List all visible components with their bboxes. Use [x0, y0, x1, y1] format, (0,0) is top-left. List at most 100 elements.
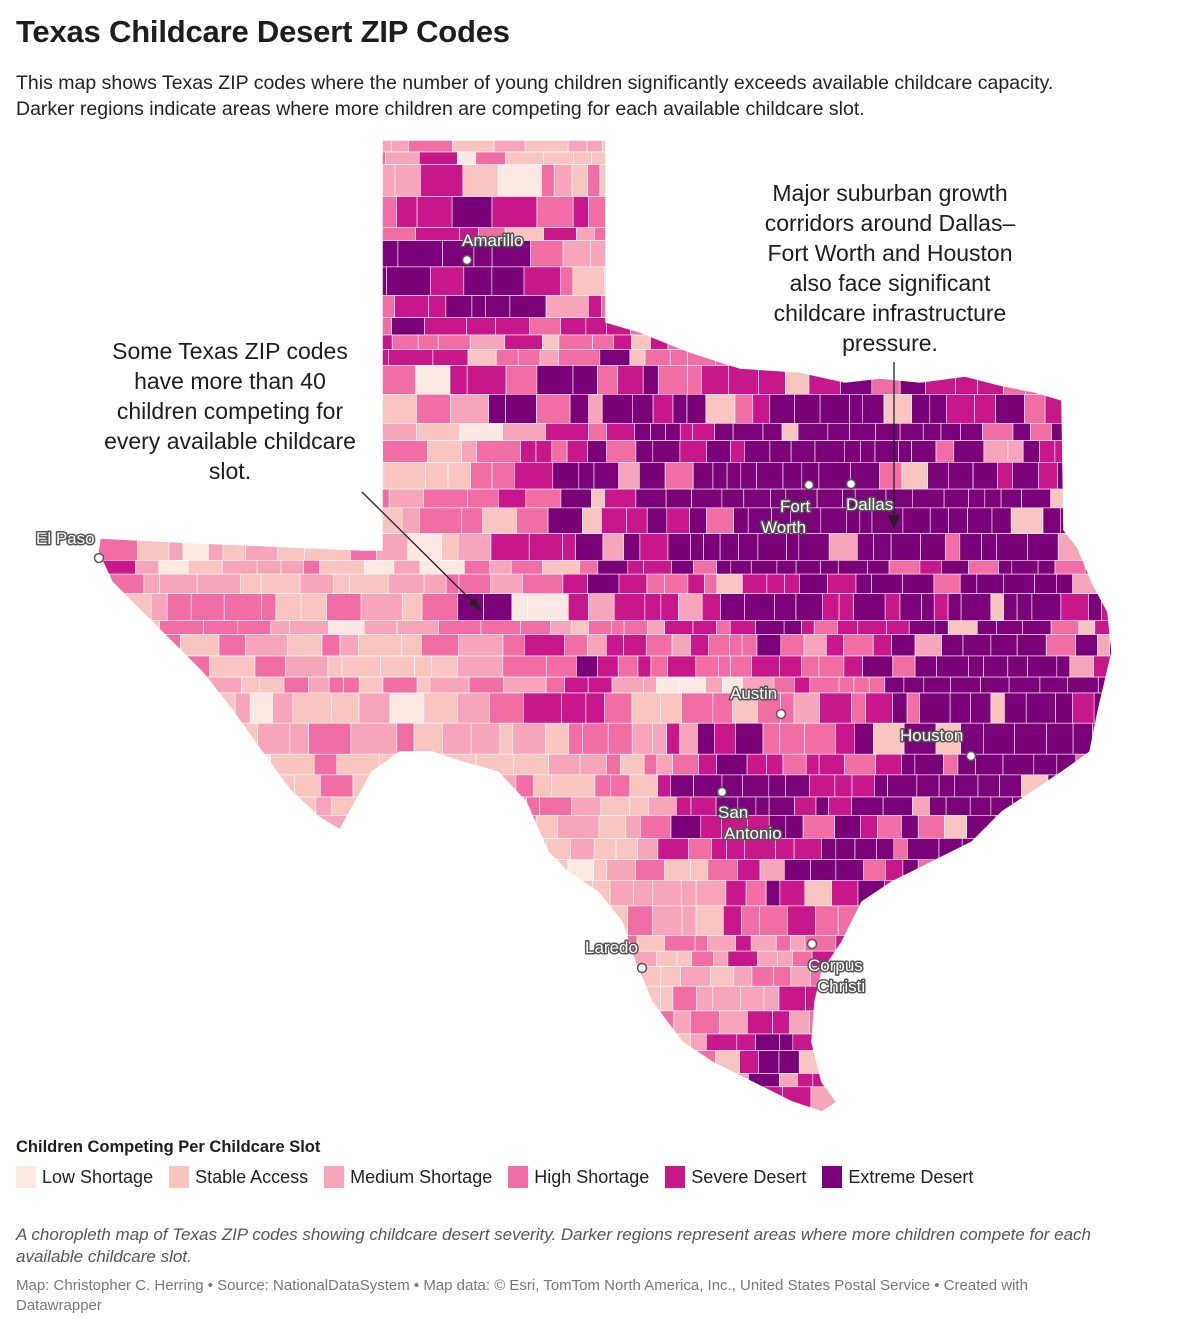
city-corpus-christi[interactable]: Corpus Christi	[807, 938, 867, 998]
zip-region	[140, 488, 154, 509]
zip-region	[98, 676, 131, 694]
zip-region	[588, 393, 603, 424]
legend-item-severe-desert[interactable]: Severe Desert	[665, 1166, 806, 1188]
zip-region	[919, 1073, 949, 1088]
city-laredo[interactable]: Laredo	[584, 937, 648, 974]
zip-region	[98, 317, 128, 336]
city-dallas[interactable]: Dallas	[845, 478, 895, 516]
zip-region	[974, 1112, 990, 1130]
zip-region	[381, 365, 417, 395]
city-dot	[461, 254, 473, 266]
zip-region	[477, 985, 500, 1012]
zip-region	[536, 196, 574, 229]
zip-region	[308, 879, 338, 907]
legend-label: Medium Shortage	[350, 1166, 493, 1187]
city-austin[interactable]: Austin	[729, 683, 787, 720]
zip-region	[458, 1010, 475, 1035]
zip-region	[183, 796, 229, 816]
zip-region	[289, 722, 309, 755]
zip-region	[1024, 1010, 1050, 1035]
zip-region	[820, 1112, 836, 1130]
zip-region	[261, 151, 299, 165]
zip-region	[201, 317, 235, 336]
zip-region	[475, 151, 506, 165]
zip-region	[970, 692, 992, 724]
zip-region	[643, 676, 657, 694]
zip-region	[118, 1050, 138, 1074]
zip-region	[703, 533, 721, 561]
zip-region	[643, 753, 658, 776]
zip-region	[719, 266, 737, 296]
zip-region	[520, 620, 551, 635]
zip-region	[312, 838, 348, 861]
zip-region	[792, 1033, 823, 1051]
zip-region	[773, 966, 792, 987]
zip-region	[843, 634, 874, 657]
legend-item-low-shortage[interactable]: Low Shortage	[16, 1166, 153, 1188]
zip-region	[285, 507, 327, 534]
zip-region	[516, 985, 562, 1012]
zip-region	[1065, 196, 1093, 229]
zip-region	[789, 1010, 810, 1035]
zip-region	[98, 151, 138, 165]
legend-item-high-shortage[interactable]: High Shortage	[508, 1166, 649, 1188]
zip-region	[870, 1086, 894, 1112]
zip-region	[607, 722, 633, 755]
zip-region	[216, 814, 247, 839]
city-label: Laredo	[585, 938, 638, 957]
city-houston[interactable]: Houston	[899, 725, 977, 762]
zip-region	[689, 1010, 720, 1035]
zip-region	[1106, 838, 1112, 861]
zip-region	[98, 266, 121, 296]
zip-region	[927, 461, 949, 490]
zip-region	[613, 1033, 641, 1051]
zip-region	[828, 533, 858, 561]
zip-region	[1018, 1050, 1042, 1074]
legend-item-medium-shortage[interactable]: Medium Shortage	[324, 1166, 492, 1188]
zip-region	[644, 593, 662, 622]
zip-region	[919, 692, 951, 724]
zip-region	[1050, 317, 1076, 336]
zip-region	[541, 164, 555, 197]
zip-region	[567, 1086, 583, 1112]
legend-item-stable-access[interactable]: Stable Access	[169, 1166, 308, 1188]
zip-region	[437, 334, 471, 350]
zip-region	[636, 935, 665, 952]
zip-region	[688, 266, 720, 296]
zip-region	[655, 950, 678, 967]
zip-region	[742, 151, 760, 165]
zip-region	[562, 240, 591, 268]
zip-region	[257, 722, 291, 755]
zip-region	[1050, 966, 1083, 987]
zip-region	[158, 559, 189, 575]
zip-region	[201, 1073, 234, 1088]
zip-region	[98, 634, 110, 657]
zip-region	[611, 151, 641, 165]
city-san-antonio[interactable]: San Antonio	[717, 786, 783, 845]
zip-region	[146, 905, 163, 936]
zip-region	[910, 905, 934, 936]
zip-region	[736, 1033, 756, 1051]
zip-region	[416, 422, 461, 441]
zip-region	[638, 461, 666, 490]
annotation-line: Some Texas ZIP codes	[112, 338, 348, 364]
zip-region	[126, 317, 157, 336]
zip-region	[409, 1086, 427, 1112]
zip-region	[794, 796, 817, 816]
texas-choropleth-map[interactable]: Amarillo El Paso Fort Worth Dallas Austi…	[0, 130, 1200, 1130]
zip-region	[493, 966, 539, 987]
zip-region	[1037, 559, 1056, 575]
zip-region	[568, 722, 583, 755]
zip-region	[172, 966, 219, 987]
zip-region	[971, 985, 987, 1012]
zip-region	[189, 676, 208, 694]
zip-region	[917, 859, 936, 881]
city-amarillo[interactable]: Amarillo	[461, 230, 525, 266]
legend-item-extreme-desert[interactable]: Extreme Desert	[822, 1166, 973, 1188]
city-fort-worth[interactable]: Fort Worth	[760, 479, 815, 539]
zip-region	[190, 593, 225, 622]
zip-region	[198, 838, 232, 861]
zip-region	[728, 365, 759, 395]
city-el-paso[interactable]: El Paso	[35, 528, 105, 564]
zip-region	[996, 461, 1013, 490]
